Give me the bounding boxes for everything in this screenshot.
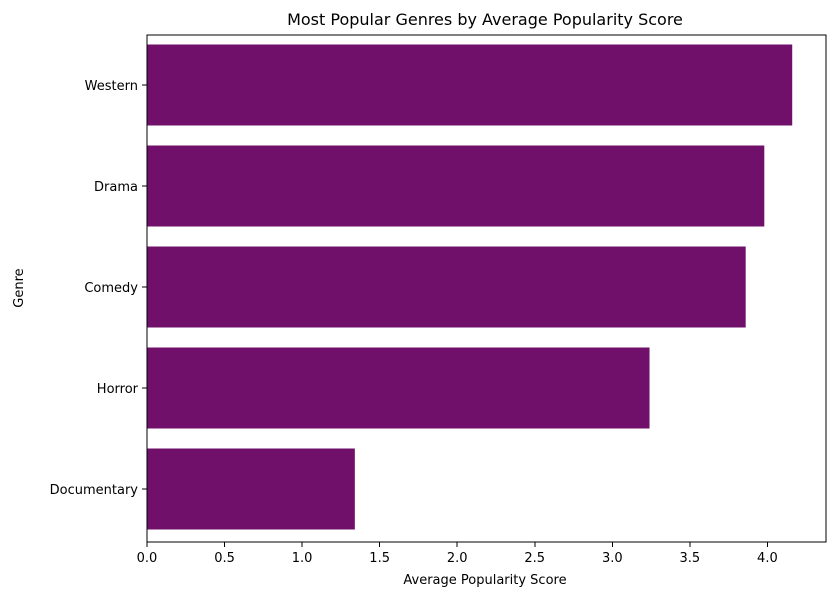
y-axis-label: Genre [12,268,27,307]
x-tick-label: 0.0 [137,551,158,566]
chart-title: Most Popular Genres by Average Popularit… [287,10,683,29]
bar-horror [147,347,650,429]
x-tick-label: 1.0 [292,551,313,566]
x-tick-label: 2.0 [447,551,468,566]
x-axis-label: Average Popularity Score [403,573,566,588]
y-tick-label: Western [85,79,138,94]
bar-drama [147,145,765,227]
y-tick-label: Comedy [84,281,138,296]
bar-western [147,44,793,126]
x-tick-label: 4.0 [757,551,778,566]
x-tick-label: 2.5 [524,551,545,566]
y-tick-label: Horror [97,382,139,397]
y-axis-ticks: Western Drama Comedy Horror Documentary [50,79,147,498]
plot-area-frame [146,34,827,543]
x-tick-label: 3.0 [602,551,623,566]
bars-group [147,44,793,530]
x-tick-label: 0.5 [214,551,235,566]
bar-documentary [147,448,355,530]
bar-comedy [147,246,746,328]
y-tick-label: Documentary [50,483,139,498]
x-tick-label: 1.5 [369,551,390,566]
x-axis-ticks: 0.0 0.5 1.0 1.5 2.0 2.5 3.0 3.5 4.0 [137,542,778,566]
y-tick-label: Drama [94,180,138,195]
x-tick-label: 3.5 [680,551,701,566]
